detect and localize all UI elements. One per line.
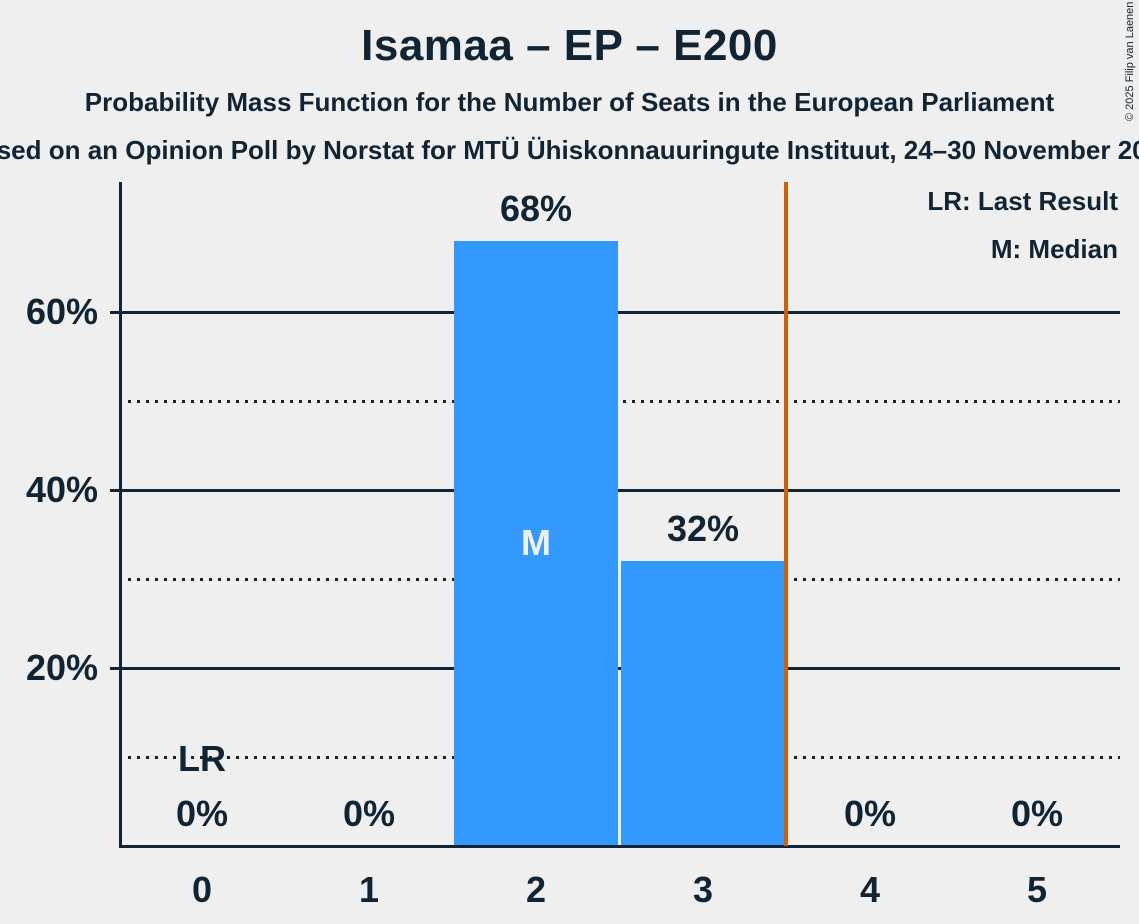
x-axis-label-3: 3 [692, 869, 714, 910]
value-label-seat-2: 68% [499, 188, 573, 229]
y-axis-tick-40 [110, 489, 119, 492]
last-result-line [784, 182, 788, 846]
bar-seat-3 [621, 561, 785, 845]
y-axis-tick-60 [110, 311, 119, 314]
x-axis-label-2: 2 [525, 869, 547, 910]
value-label-seat-5: 0% [1010, 793, 1064, 834]
legend-last-result: LR: Last Result [927, 186, 1118, 216]
y-axis-label-40: 40% [25, 469, 98, 510]
chart-title: Isamaa – EP – E200 [361, 21, 778, 70]
gridline-dotted-30 [119, 578, 1120, 581]
gridline-dotted-10 [119, 756, 1120, 759]
gridline-solid-40 [119, 489, 1120, 492]
value-label-seat-4: 0% [843, 793, 897, 834]
gridline-solid-20 [119, 667, 1120, 670]
x-axis-label-1: 1 [358, 869, 380, 910]
y-axis-tick-20 [110, 667, 119, 670]
gridline-solid-60 [119, 311, 1120, 314]
x-axis-label-4: 4 [859, 869, 881, 910]
y-axis-label-60: 60% [25, 291, 98, 332]
x-axis-line [119, 845, 1120, 848]
chart-source-line: Based on an Opinion Poll by Norstat for … [0, 135, 1139, 165]
x-axis-label-0: 0 [191, 869, 213, 910]
last-result-label: LR [178, 738, 226, 779]
gridline-dotted-50 [119, 400, 1120, 403]
bar-seat-2 [454, 241, 618, 845]
y-axis-label-20: 20% [25, 647, 98, 688]
value-label-seat-0: 0% [175, 793, 229, 834]
y-axis-line [119, 182, 122, 848]
x-axis-label-5: 5 [1026, 869, 1048, 910]
legend-median: M: Median [990, 234, 1118, 264]
value-label-seat-3: 32% [666, 508, 740, 549]
median-marker: M [521, 522, 551, 563]
chart-subtitle: Probability Mass Function for the Number… [84, 87, 1055, 117]
value-label-seat-1: 0% [342, 793, 396, 834]
